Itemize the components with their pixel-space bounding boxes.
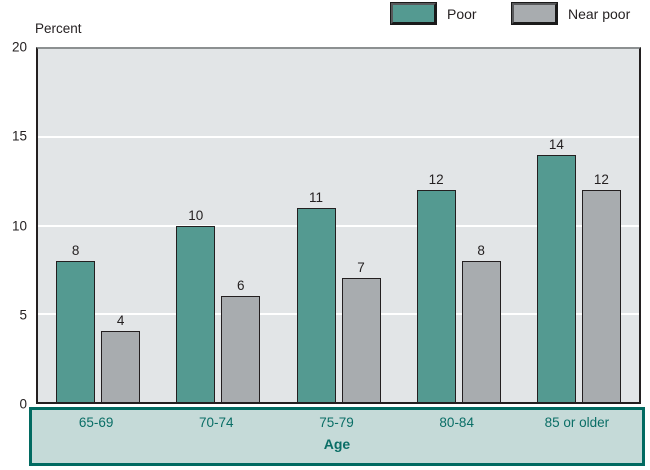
gridline-5 <box>38 312 639 315</box>
y-axis-title: Percent <box>35 21 82 36</box>
x-axis-category-band: 65-69 70-74 75-79 80-84 85 or older Age <box>29 407 645 466</box>
gridline-10 <box>38 224 639 227</box>
gridline-15 <box>38 136 639 139</box>
y-axis-ticks: 0 5 10 15 20 <box>0 40 27 412</box>
legend-label-near-poor: Near poor <box>568 5 631 22</box>
legend-item-poor: Poor <box>390 2 477 25</box>
bar-near-poor-70-74: 6 <box>221 278 261 402</box>
bar-near-poor-75-79: 7 <box>341 260 381 402</box>
bar-poor-70-74: 10 <box>176 208 216 402</box>
bar-poor-75-79: 11 <box>296 190 336 402</box>
age-label-80-84: 80-84 <box>439 415 474 430</box>
y-tick-label-10: 10 <box>11 218 27 233</box>
legend-label-poor: Poor <box>447 5 477 22</box>
y-tick-label-15: 15 <box>11 128 27 144</box>
bar-poor-65-69: 8 <box>56 243 96 402</box>
age-label-75-79: 75-79 <box>319 415 354 430</box>
plot-area: 8 4 10 6 11 7 12 8 14 12 <box>36 47 641 404</box>
y-tick-label-0: 0 <box>19 396 27 412</box>
bar-value-label: 12 <box>593 172 609 188</box>
legend-swatch-near-poor <box>511 2 558 25</box>
bar-value-label: 11 <box>308 189 324 205</box>
age-labels: 65-69 70-74 75-79 80-84 85 or older <box>36 415 637 433</box>
age-label-65-69: 65-69 <box>78 415 114 430</box>
bar-value-label: 14 <box>548 136 564 152</box>
bar-poor-80-84: 12 <box>416 172 456 402</box>
bar-value-label: 8 <box>71 242 80 258</box>
age-label-70-74: 70-74 <box>199 415 234 430</box>
bar-value-label: 8 <box>477 242 485 258</box>
y-tick-label-5: 5 <box>19 307 27 323</box>
y-tick-label-20: 20 <box>11 39 27 55</box>
x-axis-title: Age <box>323 436 351 452</box>
bar-near-poor-85-or-older: 12 <box>581 172 621 402</box>
bar-poor-85-or-older: 14 <box>536 137 576 402</box>
bar-near-poor-65-69: 4 <box>101 313 141 402</box>
age-label-85-or-older: 85 or older <box>544 415 610 430</box>
bar-value-label: 12 <box>428 172 444 188</box>
bar-value-label: 10 <box>188 207 204 223</box>
legend-item-near-poor: Near poor <box>511 2 631 25</box>
bar-near-poor-80-84: 8 <box>461 243 501 402</box>
bar-value-label: 7 <box>357 260 365 276</box>
bar-value-label: 4 <box>116 313 125 329</box>
bar-value-label: 6 <box>237 278 245 294</box>
legend-swatch-poor <box>390 2 437 25</box>
